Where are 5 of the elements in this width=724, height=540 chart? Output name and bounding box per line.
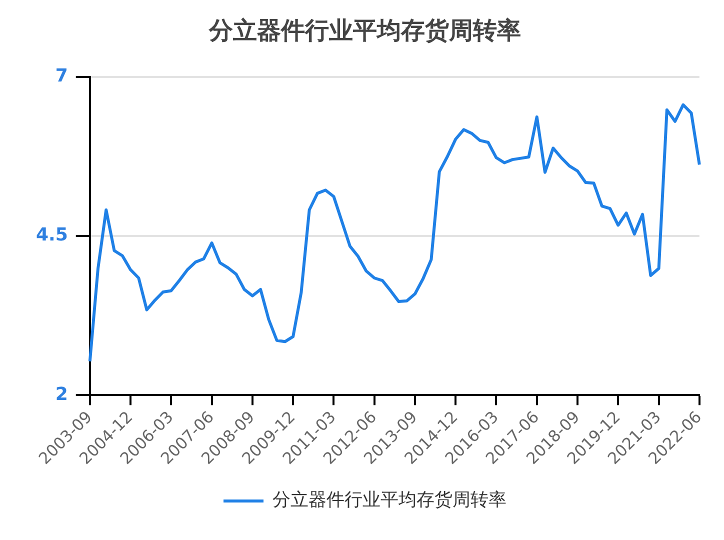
- legend-label: 分立器件行业平均存货周转率: [272, 490, 506, 511]
- y-tick-label: 2: [55, 384, 68, 405]
- y-tick-label: 7: [55, 65, 68, 86]
- chart-title: 分立器件行业平均存货周转率: [208, 16, 521, 45]
- y-tick-label: 4.5: [36, 224, 68, 246]
